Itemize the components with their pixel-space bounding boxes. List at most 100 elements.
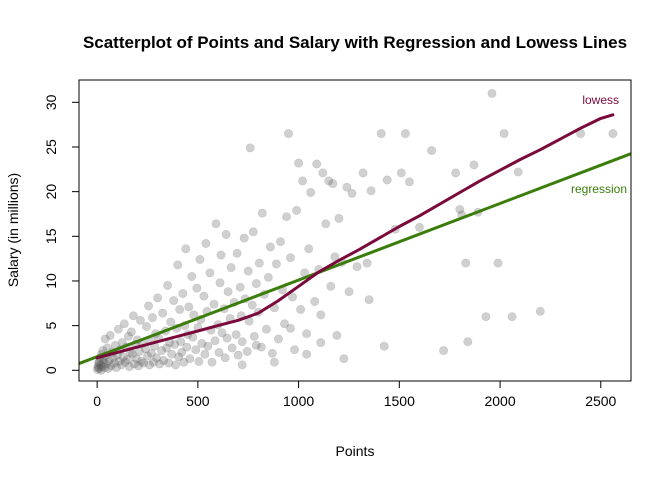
regression-label: regression — [571, 182, 627, 196]
data-point — [283, 129, 293, 139]
y-tick-label: 30 — [43, 94, 59, 110]
data-point — [233, 350, 243, 360]
data-point — [535, 306, 545, 316]
y-tick-label: 10 — [43, 273, 59, 289]
data-point — [209, 299, 219, 309]
y-tick-label: 15 — [43, 228, 59, 244]
data-point — [507, 312, 517, 322]
data-point — [144, 301, 154, 311]
data-point — [182, 342, 192, 352]
data-point — [118, 352, 128, 362]
data-point — [96, 360, 106, 370]
data-point — [279, 319, 289, 329]
data-point — [427, 146, 437, 156]
data-point — [197, 338, 207, 348]
data-point — [106, 361, 116, 371]
data-point — [98, 357, 108, 367]
data-point — [245, 143, 255, 153]
data-point — [119, 319, 129, 329]
regression-line — [78, 152, 632, 365]
data-point — [205, 268, 215, 278]
data-point — [324, 176, 334, 186]
data-point — [231, 330, 241, 340]
data-point — [195, 255, 205, 265]
data-point — [171, 360, 181, 370]
data-point — [366, 186, 376, 196]
data-point — [111, 363, 121, 373]
data-point — [306, 188, 316, 198]
data-point — [379, 341, 389, 351]
data-point — [187, 271, 197, 281]
data-point — [185, 354, 195, 364]
data-point — [294, 158, 304, 168]
data-point — [298, 176, 308, 186]
data-point — [257, 208, 267, 218]
data-point — [242, 346, 252, 356]
data-point — [123, 331, 133, 341]
data-point — [163, 280, 173, 290]
data-point — [137, 356, 147, 366]
data-point — [133, 361, 143, 371]
x-tick-label: 2500 — [585, 393, 616, 409]
x-axis: 0 500 1000 1500 2000 2500 — [93, 380, 617, 409]
fit-lines — [78, 113, 632, 365]
data-point — [285, 323, 295, 333]
data-point — [251, 340, 261, 350]
data-point — [114, 356, 124, 366]
data-point — [608, 129, 618, 139]
data-point — [455, 205, 465, 215]
data-point — [352, 262, 362, 272]
data-point — [162, 343, 172, 353]
x-axis-label: Points — [336, 443, 375, 459]
data-point — [179, 357, 189, 367]
data-point — [362, 258, 372, 268]
data-point — [96, 365, 106, 375]
data-point — [339, 354, 349, 364]
data-point — [97, 362, 107, 372]
data-point — [128, 311, 138, 321]
data-point — [271, 259, 281, 269]
data-point — [263, 272, 273, 282]
data-point — [499, 129, 509, 139]
data-point — [261, 324, 271, 334]
data-point — [312, 159, 322, 169]
data-point — [93, 361, 103, 371]
data-point — [316, 338, 326, 348]
data-point — [210, 336, 220, 346]
data-point — [199, 291, 209, 301]
data-point — [153, 293, 163, 303]
data-point — [217, 328, 227, 338]
data-point — [382, 175, 392, 185]
data-point — [273, 334, 283, 344]
data-point — [100, 334, 110, 344]
data-point — [101, 359, 111, 369]
data-point — [211, 219, 221, 229]
scatter-points — [93, 88, 618, 375]
data-point — [100, 363, 110, 373]
data-point — [513, 167, 523, 177]
x-tick-label: 1000 — [283, 393, 314, 409]
data-point — [318, 168, 328, 178]
data-point — [192, 283, 202, 293]
data-point — [157, 346, 167, 356]
data-point — [93, 364, 103, 374]
data-point — [321, 219, 331, 229]
x-tick-label: 1500 — [384, 393, 415, 409]
data-point — [396, 168, 406, 178]
data-point — [215, 278, 225, 288]
data-point — [290, 345, 300, 355]
data-point — [194, 356, 204, 366]
y-tick-label: 25 — [43, 139, 59, 155]
data-point — [113, 324, 123, 334]
data-point — [342, 182, 352, 192]
data-point — [93, 363, 103, 373]
data-point — [143, 351, 153, 361]
data-point — [109, 358, 119, 368]
data-point — [235, 282, 245, 292]
data-point — [267, 348, 277, 358]
data-point — [256, 342, 266, 352]
data-point — [239, 233, 249, 243]
data-point — [347, 188, 357, 198]
data-point — [296, 304, 306, 314]
data-point — [328, 179, 338, 189]
